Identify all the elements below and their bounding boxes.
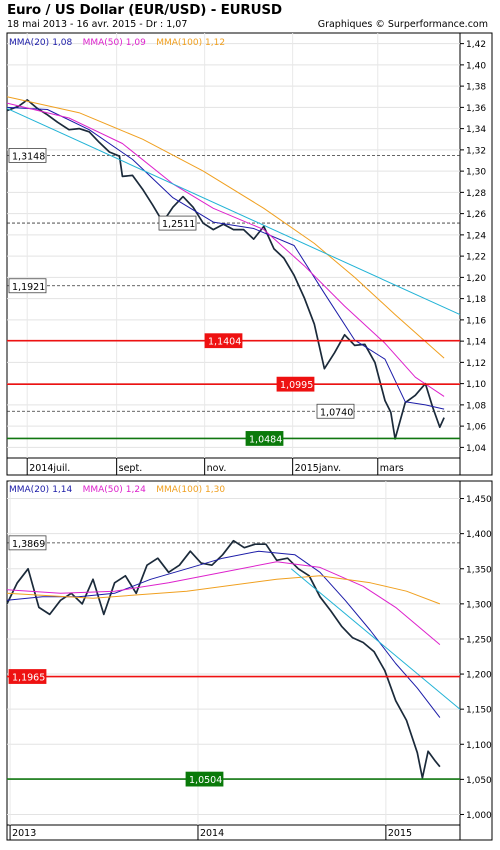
series-line-mma100 [6, 575, 441, 605]
level-label-box [276, 376, 315, 392]
level-label-box [8, 535, 47, 551]
legend-label-mma(20): MMA(20) [9, 38, 49, 48]
legend-value-mma(50): 1,24 [126, 485, 146, 495]
series-line-trend [290, 568, 461, 710]
series-line-mma20 [6, 550, 441, 718]
legend-label-mma(50): MMA(50) [83, 485, 123, 495]
level-label-box [8, 669, 47, 684]
y-tick-label: 1,10 [466, 380, 486, 390]
series-line-mma50 [6, 561, 441, 645]
y-tick-label: 1,30 [466, 168, 486, 178]
series-line-price [6, 539, 441, 779]
legend-value-mma(50): 1,09 [126, 38, 146, 48]
weekly-yaxis-frame [459, 480, 493, 841]
legend-value-mma(100): 1,12 [205, 38, 225, 48]
y-tick-label: 1,050 [466, 776, 492, 786]
y-tick-label: 1,32 [466, 146, 486, 156]
level-label-1,2511: 1,2511 [162, 219, 195, 230]
level-label-1,0484: 1,0484 [249, 434, 282, 445]
level-label-box [316, 403, 355, 419]
y-tick-label: 1,06 [466, 423, 486, 433]
credit-text: Graphiques © Surperformance.com [317, 19, 488, 30]
y-tick-label: 1,350 [466, 565, 492, 575]
level-label-box [8, 278, 47, 294]
x-tick-label: 2014juil. [29, 463, 70, 474]
daily-yaxis-frame [459, 32, 493, 476]
y-tick-label: 1,26 [466, 210, 486, 220]
x-tick-label: 2014 [200, 828, 224, 839]
y-tick-label: 1,100 [466, 741, 492, 751]
daily-plot-frame [6, 32, 461, 476]
y-tick-label: 1,300 [466, 600, 492, 610]
level-label-1,3148: 1,3148 [12, 151, 45, 162]
y-tick-label: 1,450 [466, 495, 492, 505]
y-tick-label: 1,14 [466, 338, 486, 348]
legend-label-mma(100): MMA(100) [156, 38, 202, 48]
level-label-1,0504: 1,0504 [189, 775, 222, 786]
level-label-1,1404: 1,1404 [208, 337, 241, 348]
y-tick-label: 1,28 [466, 189, 486, 199]
level-label-1,3869: 1,3869 [12, 539, 45, 550]
series-line-mma100 [6, 96, 445, 359]
x-tick-label: sept. [119, 463, 143, 474]
x-tick-label: 2015janv. [295, 463, 342, 474]
legend-label-mma(20): MMA(20) [9, 485, 49, 495]
x-tick-label: mars [380, 463, 404, 474]
level-label-1,0740: 1,0740 [320, 407, 353, 418]
legend-value-mma(20): 1,08 [52, 38, 72, 48]
daily-chart: 1,04 1,06 1,08 1,10 1,12 1,14 1,16 1,18 1,20 1,22… [6, 32, 493, 476]
y-tick-label: 1,22 [466, 253, 486, 263]
y-tick-label: 1,400 [466, 530, 492, 540]
y-tick-label: 1,16 [466, 316, 486, 326]
y-tick-label: 1,200 [466, 671, 492, 681]
legend-label-mma(100): MMA(100) [156, 485, 202, 495]
weekly-plot-frame [6, 480, 461, 841]
level-label-box [158, 215, 197, 231]
y-tick-label: 1,24 [466, 231, 486, 241]
y-tick-label: 1,34 [466, 125, 486, 135]
legend-label-mma(50): MMA(50) [83, 38, 123, 48]
series-line-trend [6, 107, 461, 316]
y-tick-label: 1,000 [466, 811, 492, 821]
level-label-box [185, 771, 224, 787]
x-tick-label: 2013 [12, 828, 36, 839]
date-range-subtitle: 18 mai 2013 - 16 avr. 2015 - Dr : 1,07 [7, 19, 188, 30]
y-tick-label: 1,04 [466, 444, 486, 454]
y-tick-label: 1,42 [466, 40, 486, 50]
page-title: Euro / US Dollar (EUR/USD) - EURUSD [7, 2, 282, 18]
level-label-box [245, 431, 284, 446]
y-tick-label: 1,38 [466, 83, 486, 93]
legend-value-mma(100): 1,30 [205, 485, 225, 495]
weekly-chart: 1,000 1,050 1,100 1,150 1,200 1,250 1,300 1,350… [6, 480, 493, 841]
level-label-1,1921: 1,1921 [12, 282, 45, 293]
y-tick-label: 1,18 [466, 295, 486, 305]
level-label-box [8, 147, 47, 163]
y-tick-label: 1,36 [466, 104, 486, 114]
y-tick-label: 1,250 [466, 635, 492, 645]
series-line-mma20 [6, 106, 445, 410]
x-tick-label: nov. [207, 463, 227, 474]
y-tick-label: 1,40 [466, 61, 486, 71]
x-tick-label: 2015 [388, 828, 412, 839]
legend-value-mma(20): 1,14 [52, 485, 72, 495]
y-tick-label: 1,150 [466, 706, 492, 716]
y-tick-label: 1,12 [466, 359, 486, 369]
level-label-box [204, 333, 243, 349]
series-line-price [6, 99, 445, 440]
y-tick-label: 1,20 [466, 274, 486, 284]
series-line-mma50 [6, 102, 445, 397]
level-label-1,0995: 1,0995 [280, 380, 313, 391]
level-label-1,1965: 1,1965 [12, 673, 45, 684]
y-tick-label: 1,08 [466, 401, 486, 411]
